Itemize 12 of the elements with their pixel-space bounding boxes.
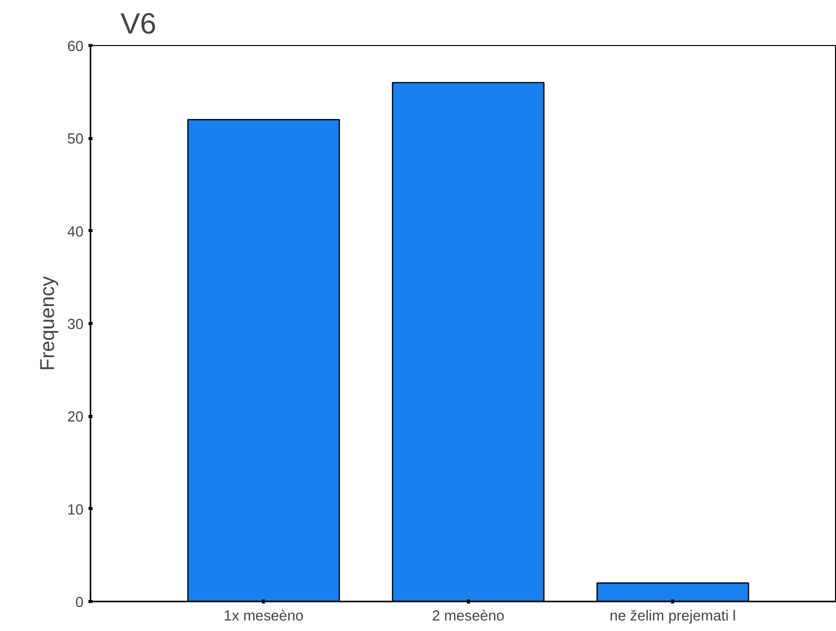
y-tick-label: 40 [67, 224, 84, 240]
x-tick-label: 1x meseèno [224, 608, 304, 624]
y-tick-label: 0 [75, 595, 84, 611]
x-tick-label: 2 meseèno [432, 608, 504, 624]
y-tick-label: 30 [67, 317, 84, 333]
y-tick-label: 10 [67, 502, 84, 518]
y-axis-title: Frequency [37, 276, 60, 371]
x-tick-label: ne želim prejemati l [610, 608, 736, 624]
y-tick-label: 60 [67, 39, 84, 55]
y-tick-label: 50 [67, 132, 84, 148]
y-tick-label: 20 [67, 410, 84, 426]
chart-title: V6 [120, 8, 156, 40]
